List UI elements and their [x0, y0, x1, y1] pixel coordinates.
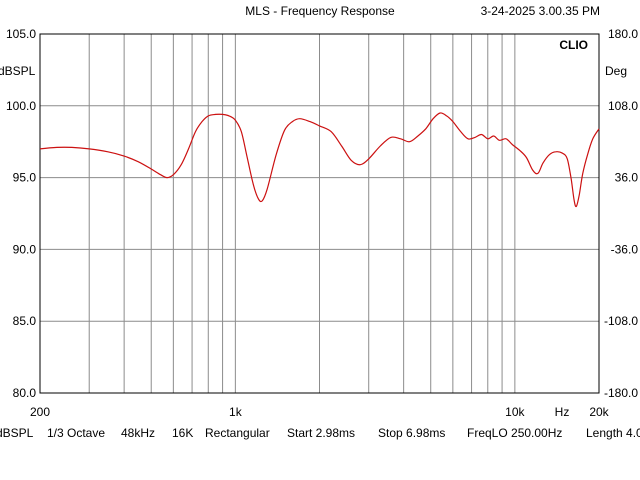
right-axis-unit: Deg	[605, 64, 627, 78]
chart-title: MLS - Frequency Response	[245, 4, 395, 18]
left-axis-ticks: 105.0 100.0 95.0 90.0 85.0 80.0	[6, 27, 36, 400]
footer-stop: Stop 6.98ms	[378, 426, 446, 440]
left-axis-unit: dBSPL	[0, 64, 36, 78]
footer-fft-size: 16K	[172, 426, 194, 440]
series-group	[39, 112, 600, 208]
x-tick-label: 200	[30, 405, 50, 419]
left-tick-label: 90.0	[13, 242, 37, 256]
right-tick-label: -180.0	[604, 386, 638, 400]
right-tick-label: 36.0	[615, 171, 639, 185]
x-tick-label: 20k	[589, 405, 609, 419]
footer-length: Length 4.00ms	[586, 426, 640, 440]
x-axis-unit: Hz	[555, 405, 570, 419]
footer-window: Rectangular	[205, 426, 270, 440]
plot-frame	[39, 33, 600, 394]
measurement-settings-bar: dBSPL 1/3 Octave 48kHz 16K Rectangular S…	[0, 426, 640, 444]
footer-unit: dBSPL	[0, 426, 34, 440]
x-tick-label: 10k	[505, 405, 525, 419]
footer-freq-lo: FreqLO 250.00Hz	[467, 426, 563, 440]
footer-start: Start 2.98ms	[287, 426, 356, 440]
grid-lines	[40, 34, 599, 393]
right-tick-label: 180.0	[608, 27, 638, 41]
left-tick-label: 85.0	[13, 314, 37, 328]
right-axis-ticks: 180.0 108.0 36.0 -36.0 -108.0 -180.0	[604, 27, 638, 400]
brand-label: CLIO	[559, 38, 588, 52]
right-tick-label: 108.0	[608, 99, 638, 113]
left-tick-label: 100.0	[6, 99, 36, 113]
x-axis-ticks: 200 1k 10k 20k	[30, 405, 610, 419]
left-tick-label: 95.0	[13, 171, 37, 185]
timestamp: 3-24-2025 3.00.35 PM	[481, 4, 600, 18]
footer-sample-rate: 48kHz	[121, 426, 156, 440]
left-tick-label: 105.0	[6, 27, 36, 41]
x-tick-label: 1k	[229, 405, 243, 419]
spl-response-line	[39, 112, 600, 208]
footer-smoothing: 1/3 Octave	[47, 426, 106, 440]
right-tick-label: -36.0	[611, 242, 639, 256]
right-tick-label: -108.0	[604, 314, 638, 328]
left-tick-label: 80.0	[13, 386, 37, 400]
